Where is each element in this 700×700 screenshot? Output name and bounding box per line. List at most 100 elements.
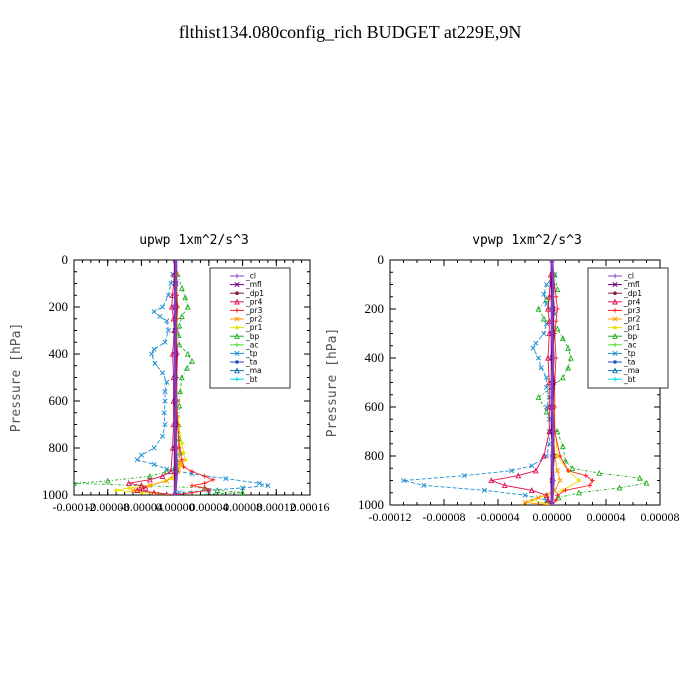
data-point bbox=[151, 461, 157, 468]
data-point bbox=[172, 351, 178, 357]
legend-box bbox=[209, 267, 291, 389]
data-point bbox=[174, 469, 180, 474]
data-point bbox=[583, 473, 588, 478]
y-tick-label: 400 bbox=[365, 350, 385, 365]
data-point bbox=[172, 492, 178, 495]
legend-label: _pr1 bbox=[623, 323, 641, 332]
legend-label: _cl bbox=[245, 272, 256, 281]
data-point bbox=[126, 486, 131, 490]
data-point bbox=[555, 494, 562, 501]
data-point bbox=[164, 466, 170, 472]
figure-title: flthist134.080config_rich BUDGET at229E,… bbox=[179, 22, 522, 42]
data-point bbox=[553, 497, 559, 503]
data-point bbox=[159, 472, 166, 479]
legend-label: _ac bbox=[623, 340, 636, 349]
data-point bbox=[182, 294, 189, 301]
data-point bbox=[541, 291, 547, 297]
data-point bbox=[173, 260, 179, 263]
data-point bbox=[159, 370, 166, 376]
data-point bbox=[159, 304, 166, 310]
x-tick-label: -0.00008 bbox=[86, 500, 129, 514]
legend-label: _cl bbox=[623, 272, 634, 281]
data-point bbox=[551, 429, 556, 434]
data-point bbox=[172, 375, 178, 380]
data-point bbox=[546, 441, 552, 447]
data-point bbox=[210, 477, 216, 482]
legend-marker bbox=[234, 350, 240, 356]
data-point bbox=[549, 331, 555, 336]
data-point bbox=[151, 445, 157, 451]
y-tick-label: 200 bbox=[49, 299, 69, 314]
data-point bbox=[541, 330, 547, 337]
data-point bbox=[169, 292, 176, 298]
data-point bbox=[565, 344, 572, 351]
data-point bbox=[557, 453, 563, 459]
data-point bbox=[173, 281, 179, 286]
data-point bbox=[130, 487, 136, 493]
legend-label: _pr3 bbox=[245, 306, 263, 315]
series-tp bbox=[134, 271, 271, 495]
data-point bbox=[146, 476, 153, 483]
data-point bbox=[184, 350, 191, 357]
data-point bbox=[555, 306, 560, 312]
data-point bbox=[265, 483, 271, 489]
data-point bbox=[168, 280, 174, 287]
data-point bbox=[162, 339, 168, 345]
y-tick-label: 600 bbox=[365, 399, 385, 414]
data-point bbox=[554, 468, 560, 474]
y-tick-label: 0 bbox=[62, 252, 69, 267]
legend-marker bbox=[612, 298, 618, 305]
data-point bbox=[546, 428, 553, 435]
data-point bbox=[162, 398, 168, 404]
data-point bbox=[481, 487, 488, 493]
data-point bbox=[206, 488, 212, 493]
legend-marker bbox=[234, 298, 240, 305]
data-point bbox=[178, 284, 185, 291]
y-axis-label: Pressure [hPa] bbox=[325, 328, 340, 438]
data-point bbox=[567, 354, 574, 361]
data-point bbox=[596, 469, 603, 476]
data-point bbox=[173, 328, 179, 333]
legend-marker bbox=[612, 273, 618, 279]
legend-label: _bp bbox=[245, 332, 260, 341]
data-point bbox=[202, 474, 207, 479]
series-pr4 bbox=[488, 271, 554, 505]
data-point bbox=[164, 478, 170, 484]
data-point bbox=[528, 487, 535, 493]
data-point bbox=[535, 355, 542, 361]
data-point bbox=[544, 375, 550, 381]
legend: _cl_mfl_dp1_pr4_pr3_pr2_pr1_bp_ac_tp_ta_… bbox=[209, 267, 291, 389]
data-point bbox=[168, 303, 175, 310]
data-point bbox=[549, 306, 555, 312]
data-point bbox=[590, 478, 595, 483]
x-tick-label: -0.00004 bbox=[120, 500, 163, 514]
panel-title: upwp 1xm^2/s^3 bbox=[139, 233, 249, 248]
legend-marker bbox=[234, 273, 240, 279]
y-axis-label: Pressure [hPa] bbox=[9, 323, 24, 433]
data-point bbox=[557, 477, 563, 484]
legend-marker bbox=[613, 325, 617, 330]
legend-marker bbox=[613, 360, 617, 364]
legend-marker bbox=[613, 291, 617, 296]
data-point bbox=[546, 318, 553, 324]
legend-box bbox=[587, 267, 669, 389]
legend-label: _mfl bbox=[623, 280, 640, 289]
legend-marker bbox=[612, 367, 618, 374]
data-point bbox=[159, 433, 166, 439]
x-tick-label: -0.00012 bbox=[369, 510, 412, 524]
y-tick-label: 400 bbox=[49, 346, 69, 361]
legend-marker bbox=[235, 291, 239, 296]
data-point bbox=[554, 286, 561, 293]
legend-label: _tp bbox=[245, 349, 258, 358]
data-point bbox=[138, 452, 144, 458]
x-tick-label: 0.00000 bbox=[156, 500, 195, 514]
legend-marker bbox=[235, 360, 239, 364]
legend-label: _dp1 bbox=[623, 289, 642, 298]
y-tick-label: 600 bbox=[49, 393, 69, 408]
data-point bbox=[515, 472, 522, 479]
data-point bbox=[535, 305, 542, 312]
plot-area bbox=[400, 260, 650, 505]
data-point bbox=[532, 467, 539, 474]
data-point bbox=[168, 468, 174, 475]
